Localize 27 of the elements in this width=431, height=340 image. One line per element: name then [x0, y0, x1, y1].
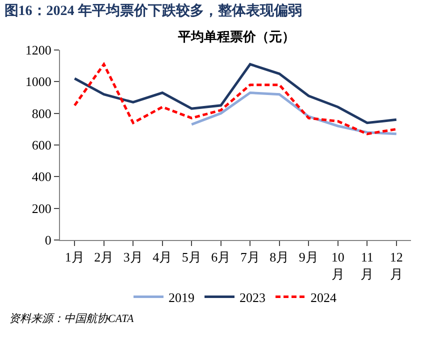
x-tick-label: 11月	[360, 250, 374, 282]
x-tick-label: 4月	[152, 250, 172, 265]
legend-label: 2024	[310, 290, 337, 305]
y-tick-label: 600	[32, 138, 52, 153]
y-tick-label: 200	[32, 200, 52, 216]
line-series	[73, 63, 398, 124]
y-tick-label: 800	[32, 106, 52, 121]
y-tick-label: 400	[32, 169, 52, 184]
x-tick-label: 2月	[94, 250, 114, 265]
x-tick-label: 6月	[211, 250, 231, 265]
x-tick-label: 7月	[240, 250, 260, 265]
x-tick-label: 3月	[123, 250, 143, 265]
x-tick-label: 5月	[182, 250, 202, 265]
x-tick-label: 9月	[298, 250, 318, 265]
x-tick-label: 8月	[270, 250, 290, 265]
x-tick-label: 12月	[390, 250, 403, 282]
y-tick-label: 1200	[25, 42, 52, 58]
legend-label: 2023	[240, 290, 266, 305]
line-series	[73, 63, 398, 136]
x-tick-label: 10月	[331, 250, 344, 282]
y-tick-label: 0	[44, 232, 52, 248]
chart-subtitle: 平均单程票价（元）	[177, 29, 295, 44]
x-tick-label: 1月	[64, 250, 84, 265]
y-tick-label: 1000	[25, 74, 52, 90]
legend-label: 2019	[168, 290, 194, 305]
text: 资料来源：中国航协CATA	[9, 312, 134, 325]
chart-title: 图16：2024 年平均票价下跌较多，整体表现偏弱	[4, 2, 302, 19]
